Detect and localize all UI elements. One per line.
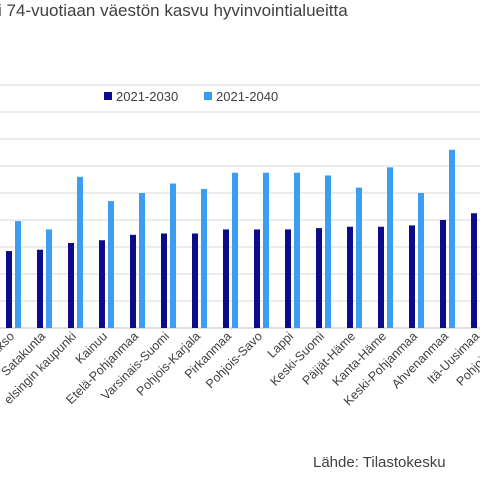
bar — [285, 229, 291, 328]
bar — [387, 167, 393, 328]
bar — [409, 225, 415, 328]
bar — [192, 233, 198, 328]
bar — [6, 251, 12, 328]
bar — [356, 187, 362, 328]
bar — [294, 172, 300, 328]
bar — [170, 183, 176, 328]
bar — [108, 201, 114, 328]
bar — [37, 249, 43, 328]
bar — [161, 233, 167, 328]
bar — [263, 172, 269, 328]
bar — [418, 193, 424, 328]
bar — [139, 193, 145, 328]
bar — [130, 234, 136, 328]
bar — [232, 172, 238, 328]
bar — [449, 149, 455, 328]
chart-title: i 74-vuotiaan väestön kasvu hyvinvointia… — [0, 1, 348, 20]
source-note: Lähde: Tilastokesku — [313, 454, 446, 471]
legend-swatch — [204, 92, 212, 100]
bar — [254, 229, 260, 328]
bar — [325, 175, 331, 328]
legend-label: 2021-2030 — [116, 89, 178, 104]
bar — [347, 226, 353, 328]
bar — [316, 228, 322, 328]
bar — [68, 242, 74, 328]
bar — [440, 220, 446, 328]
legend-label: 2021-2040 — [216, 89, 278, 104]
legend-swatch — [104, 92, 112, 100]
bar — [223, 229, 229, 328]
bar — [201, 188, 207, 328]
bar — [378, 226, 384, 328]
bar — [15, 221, 21, 328]
bar — [471, 213, 477, 328]
bar — [46, 229, 52, 328]
bar — [77, 176, 83, 328]
bar — [99, 240, 105, 328]
